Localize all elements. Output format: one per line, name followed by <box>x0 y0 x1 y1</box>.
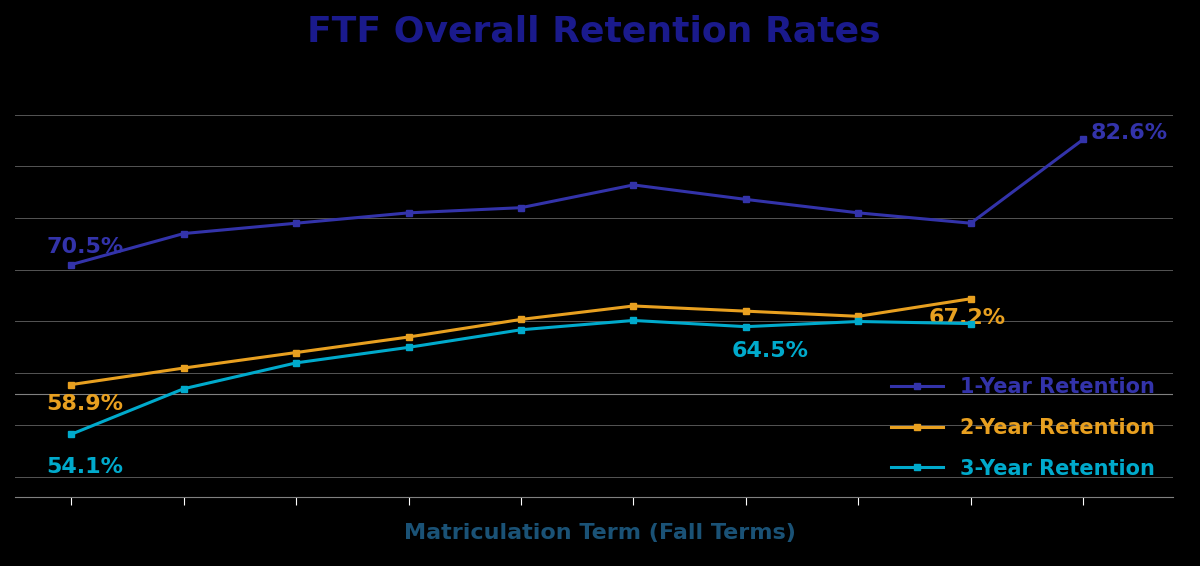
Text: 82.6%: 82.6% <box>1090 123 1168 143</box>
Text: 54.1%: 54.1% <box>47 457 124 477</box>
Text: 64.5%: 64.5% <box>732 341 809 361</box>
Title: FTF Overall Retention Rates: FTF Overall Retention Rates <box>307 15 881 49</box>
Text: 58.9%: 58.9% <box>47 393 124 414</box>
Text: Matriculation Term (Fall Terms): Matriculation Term (Fall Terms) <box>404 524 796 543</box>
Text: 67.2%: 67.2% <box>929 308 1007 328</box>
Text: 70.5%: 70.5% <box>47 238 124 258</box>
Legend: 1-Year Retention, 2-Year Retention, 3-Year Retention: 1-Year Retention, 2-Year Retention, 3-Ye… <box>882 368 1163 487</box>
